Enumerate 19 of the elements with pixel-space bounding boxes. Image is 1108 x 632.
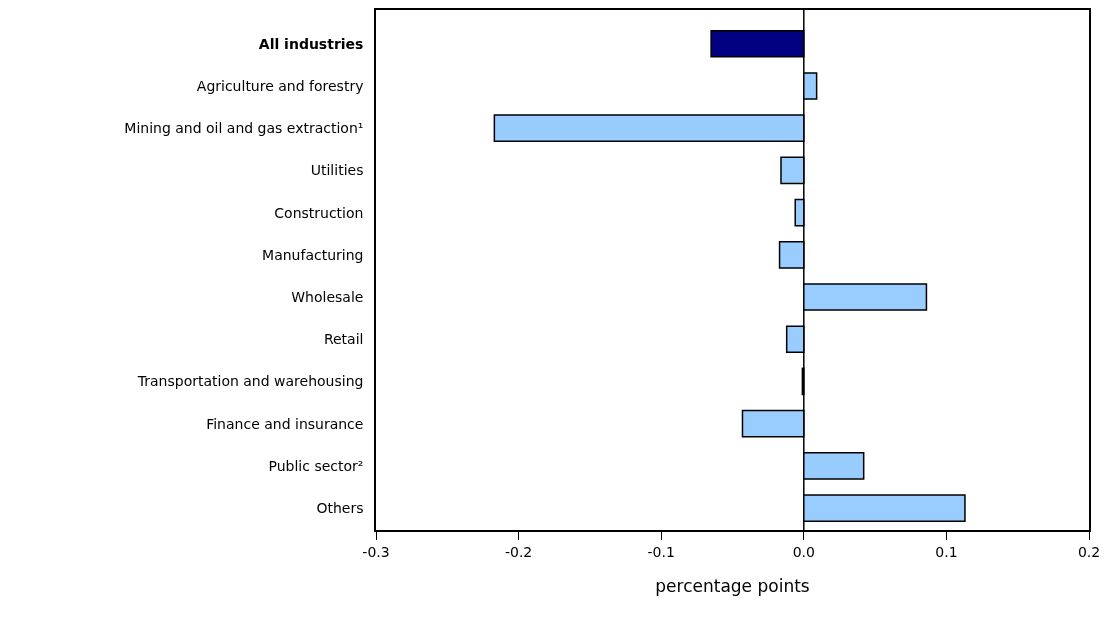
x-tick-label: 0.1 (935, 543, 958, 560)
y-tick-label: Mining and oil and gas extraction¹ (124, 120, 364, 137)
x-axis-title: percentage points (655, 576, 810, 597)
y-tick-label: Retail (323, 331, 364, 348)
y-tick-label: Others (316, 499, 364, 516)
y-tick-label: All industries (258, 35, 364, 52)
y-tick-label: Transportation and warehousing (136, 373, 364, 390)
y-tick-label: Manufacturing (262, 246, 364, 263)
y-tick-label: Wholesale (291, 288, 364, 305)
y-tick-label: Finance and insurance (206, 415, 364, 432)
x-tick-label: 0.0 (792, 543, 815, 560)
x-tick-label: -0.2 (504, 543, 533, 560)
y-tick-label: Public sector² (268, 457, 364, 474)
y-tick-label: Construction (274, 204, 364, 221)
y-tick-label: Utilities (310, 162, 364, 179)
x-tick-label: -0.1 (647, 543, 675, 560)
x-tick-label: -0.3 (362, 543, 390, 560)
y-tick-label: Agriculture and forestry (196, 77, 364, 94)
x-tick-label: 0.2 (1077, 543, 1101, 560)
